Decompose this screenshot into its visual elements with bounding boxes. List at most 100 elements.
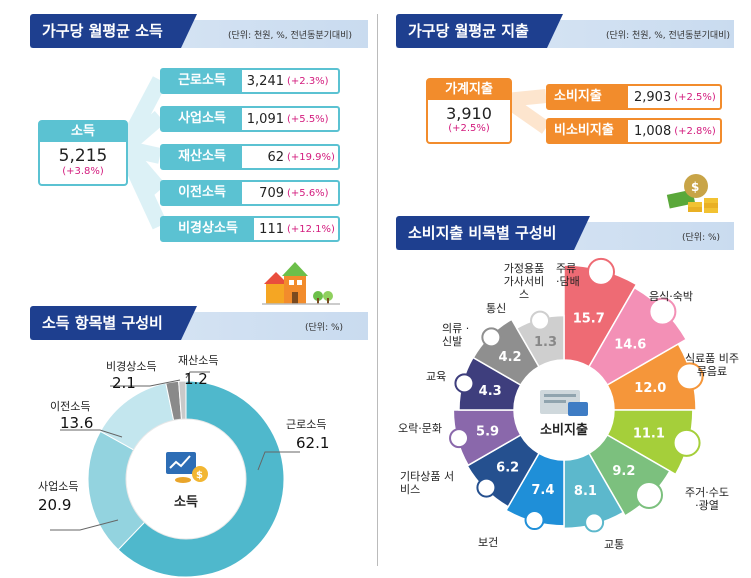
consumption-category-icon-3: [672, 428, 701, 457]
consumption-value-7: 6.2: [496, 460, 519, 475]
consumption-category-icon-0: [587, 257, 616, 286]
consumption-value-9: 4.3: [479, 384, 502, 399]
consumption-value-4: 9.2: [612, 464, 635, 479]
income-unit: (단위: 천원, %, 전년동분기대비): [228, 31, 352, 41]
expense-total-pct: (+2.5%): [448, 123, 490, 134]
consumption-value-2: 12.0: [634, 381, 666, 396]
cons-label-communication: 통신: [486, 302, 507, 315]
center-divider: [377, 14, 378, 566]
expense-connectors: [501, 89, 551, 134]
expense-item-pct: (+2.5%): [674, 91, 716, 103]
cons-label-household: 가정용품 가사서비스: [503, 262, 545, 301]
income-label-transfer: 이전소득: [50, 400, 91, 413]
expense-total-box: 가계지출 3,910 (+2.5%): [426, 78, 512, 144]
consumption-value-11: 1.3: [534, 335, 557, 350]
expense-item-row: 소비지출 2,903 (+2.5%): [546, 84, 722, 110]
expense-item-value: 2,903: [634, 89, 672, 105]
consumption-category-icon-6: [524, 510, 545, 531]
cons-label-groceries: 식료품 비주류음료: [684, 352, 740, 378]
svg-text:$: $: [196, 470, 203, 481]
cons-label-clothing: 의류 ·신발: [442, 322, 470, 348]
consumption-comp-title: 소비지출 비목별 구성비: [396, 216, 591, 250]
income-comp-title: 소득 항목별 구성비: [30, 306, 197, 340]
consumption-category-icon-4: [635, 481, 664, 510]
leader-line: [110, 379, 181, 387]
income-donut-chart: $ 소득: [50, 371, 300, 578]
income-item-row: 재산소득 62 (+19.9%): [160, 144, 340, 170]
income-label-labor: 근로소득: [286, 418, 327, 431]
cons-label-other: 기타상품 서비스: [400, 470, 455, 496]
income-value-property: 1.2: [184, 370, 208, 388]
cons-label-transport: 교통: [604, 538, 625, 551]
expense-total-label: 가계지출: [428, 80, 510, 100]
income-value-transfer: 13.6: [60, 414, 94, 432]
cons-label-housing: 주거·수도 ·광열: [685, 486, 729, 512]
consumption-comp-unit: (단위: %): [682, 233, 721, 243]
svg-text:$: $: [691, 180, 699, 194]
income-title: 가구당 월평균 소득: [30, 14, 197, 48]
consumption-category-icon-10: [481, 327, 502, 348]
consumption-center-label: 소비지출: [540, 422, 588, 438]
expense-title: 가구당 월평균 지출: [396, 14, 563, 48]
cons-label-food-lodging: 음식·숙박: [649, 290, 693, 303]
income-value-labor: 62.1: [296, 434, 330, 452]
income-item-pct: (+2.3%): [287, 75, 329, 87]
expense-header: 가구당 월평균 지출 (단위: 천원, %, 전년동분기대비): [396, 14, 734, 48]
consumption-category-icon-9: [454, 373, 475, 394]
consumption-category-icon-5: [584, 512, 605, 533]
consumption-value-10: 4.2: [499, 350, 522, 365]
consumption-value-3: 11.1: [633, 427, 665, 442]
income-item-label: 재산소득: [162, 146, 242, 168]
income-item-pct: (+19.9%): [287, 151, 335, 163]
income-connectors: [116, 76, 168, 230]
income-item-label: 사업소득: [162, 108, 242, 130]
consumption-category-icon-8: [449, 428, 470, 449]
consumption-value-6: 7.4: [531, 483, 554, 498]
receipt-icon: [540, 390, 588, 416]
income-item-value: 3,241: [246, 73, 284, 89]
income-item-label: 이전소득: [162, 182, 242, 204]
income-item-pct: (+5.5%): [287, 113, 329, 125]
consumption-value-0: 15.7: [573, 312, 605, 327]
leader-line: [50, 519, 119, 531]
expense-item-row: 비소비지출 1,008 (+2.8%): [546, 118, 722, 144]
income-total-pct: (+3.8%): [62, 166, 104, 177]
consumption-category-icon-11: [530, 310, 551, 331]
income-item-pct: (+5.6%): [287, 187, 329, 199]
consumption-category-icon-1: [648, 297, 677, 326]
income-header: 가구당 월평균 소득 (단위: 천원, %, 전년동분기대비): [30, 14, 368, 48]
income-item-row: 근로소득 3,241 (+2.3%): [160, 68, 340, 94]
consumption-value-8: 5.9: [476, 424, 499, 439]
income-center-label: 소득: [174, 495, 198, 510]
money-bag-icon: $: [666, 174, 718, 213]
income-item-label: 근로소득: [162, 70, 242, 92]
expense-unit: (단위: 천원, %, 전년동분기대비): [606, 31, 730, 41]
income-item-value: 1,091: [246, 111, 284, 127]
income-label-property: 재산소득: [178, 354, 219, 367]
leader-line: [60, 429, 123, 438]
expense-item-value: 1,008: [634, 123, 672, 139]
income-total-box: 소득 5,215 (+3.8%): [38, 120, 128, 186]
income-item-value: 709: [259, 185, 284, 201]
expense-item-pct: (+2.8%): [674, 125, 716, 137]
income-item-pct: (+12.1%): [287, 223, 335, 235]
leader-line: [185, 371, 210, 379]
income-value-irregular: 2.1: [112, 374, 136, 392]
house-icon: [262, 262, 340, 305]
leader-line: [257, 451, 300, 471]
income-item-label: 비경상소득: [162, 218, 254, 240]
consumption-donut-chart: 15.7 14.6 12.0 11.1 9.2 8.1 7.4 6.2 5.9 4.3 4.2 1.3…: [449, 257, 704, 533]
consumption-category-icon-2: [675, 362, 704, 391]
income-item-value: 62: [267, 149, 284, 165]
income-label-business: 사업소득: [38, 480, 79, 493]
income-comp-header: 소득 항목별 구성비 (단위: %): [30, 306, 368, 340]
cons-label-alcohol-tobacco: 주류 ·담배: [556, 262, 580, 288]
income-chart-icon: $: [166, 452, 208, 483]
income-label-irregular: 비경상소득: [106, 360, 157, 373]
income-item-row: 비경상소득 111 (+12.1%): [160, 216, 340, 242]
expense-total-value: 3,910: [446, 104, 492, 123]
cons-label-health: 보건: [478, 536, 499, 549]
cons-label-recreation: 오락·문화: [398, 422, 442, 435]
income-total-label: 소득: [40, 122, 126, 142]
expense-item-label: 소비지출: [548, 86, 628, 108]
